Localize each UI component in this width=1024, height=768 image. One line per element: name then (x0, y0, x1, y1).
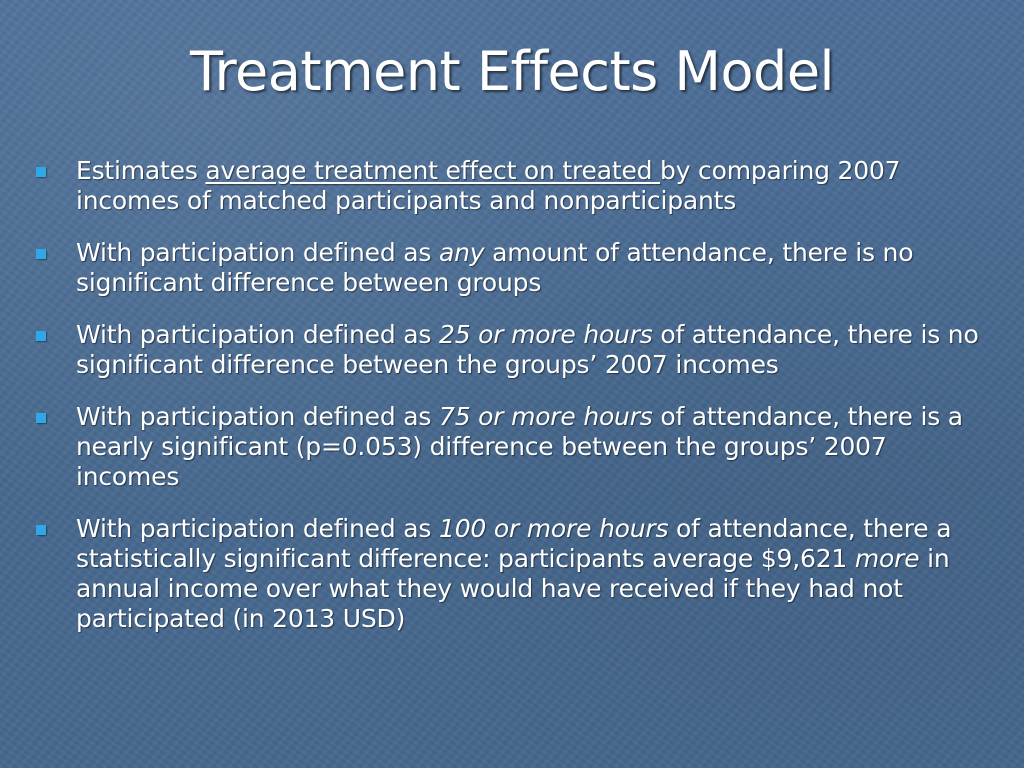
bullet-text: in annual income over what they would ha… (76, 544, 950, 633)
square-bullet-icon (36, 331, 46, 341)
bullet-list: Estimates average treatment effect on tr… (34, 156, 996, 656)
bullet-text: of attendance, there is a nearly signifi… (76, 402, 963, 491)
bullet-item-25-hours: With participation defined as 25 or more… (34, 320, 996, 380)
bullet-item-75-hours: With participation defined as 75 or more… (34, 402, 996, 492)
bullet-item-estimates: Estimates average treatment effect on tr… (34, 156, 996, 216)
square-bullet-icon (36, 525, 46, 535)
bullet-text: With participation defined as (76, 402, 439, 431)
bullet-text: of attendance, there is no significant d… (76, 320, 979, 379)
bullet-text: With participation defined as (76, 320, 439, 349)
square-bullet-icon (36, 413, 46, 423)
square-bullet-icon (36, 167, 46, 177)
bullet-item-100-hours: With participation defined as 100 or mor… (34, 514, 996, 634)
bullet-text: With participation defined as (76, 514, 439, 543)
bullet-emphasis-italic: 100 or more hours (438, 514, 669, 543)
square-bullet-icon (36, 249, 46, 259)
bullet-emphasis-underline: average treatment effect on treated (205, 156, 661, 185)
bullet-emphasis-italic: 75 or more hours (438, 402, 653, 431)
bullet-text: by comparing 2007 incomes of matched par… (76, 156, 901, 215)
bullet-emphasis-italic: more (854, 544, 920, 573)
bullet-text: Estimates (76, 156, 206, 185)
bullet-text: With participation defined as (76, 238, 439, 267)
bullet-text: amount of attendance, there is no signif… (76, 238, 914, 297)
bullet-item-any-attendance: With participation defined as any amount… (34, 238, 996, 298)
bullet-emphasis-italic: 25 or more hours (438, 320, 653, 349)
bullet-text: of attendance, there a statistically sig… (76, 514, 952, 573)
slide-title: Treatment Effects Model (189, 40, 835, 103)
bullet-emphasis-italic: any (438, 238, 485, 267)
